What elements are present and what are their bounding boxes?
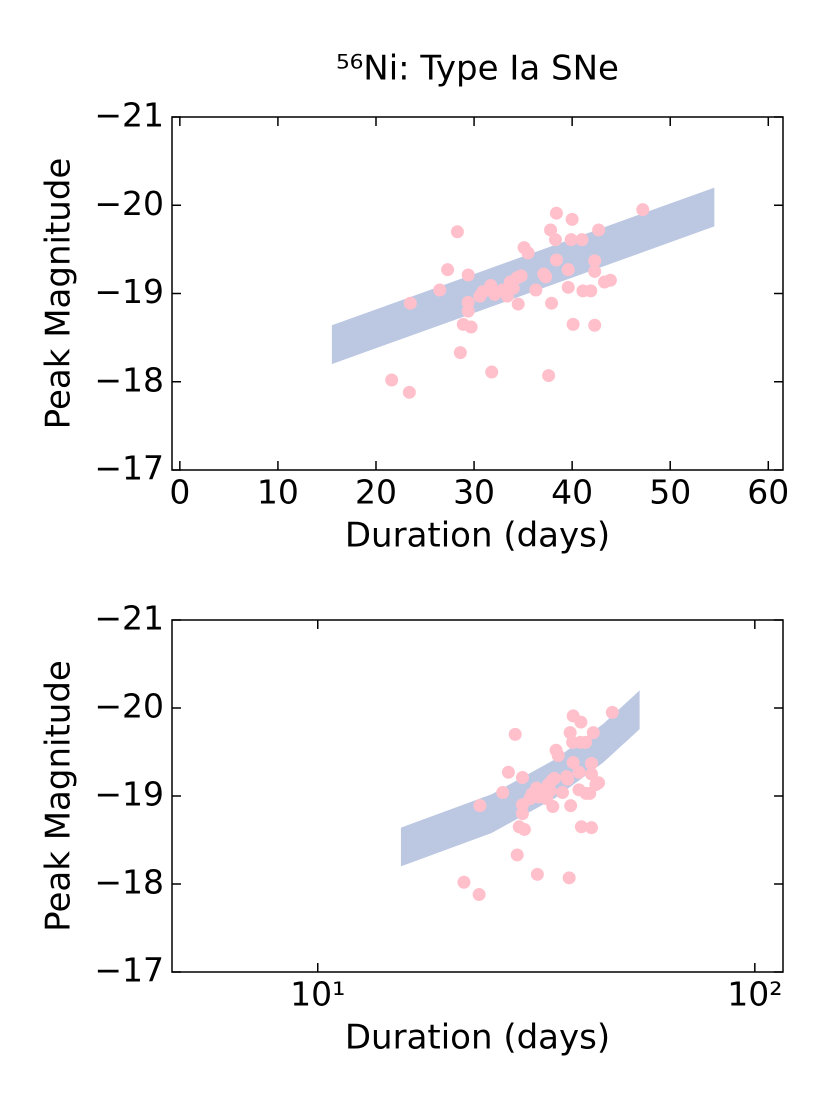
point: [542, 369, 556, 383]
point: [546, 800, 560, 814]
point: [464, 320, 478, 334]
y-tick-label: −19: [94, 775, 164, 814]
point: [603, 273, 617, 287]
point: [584, 284, 598, 298]
x-tick-label: 60: [747, 473, 789, 512]
point: [508, 727, 522, 741]
point: [585, 767, 599, 781]
point: [575, 233, 589, 247]
point: [585, 756, 599, 770]
point: [473, 799, 487, 813]
x-axis-label: Duration (days): [345, 1018, 610, 1058]
point: [592, 223, 606, 237]
x-tick-label: 0: [169, 473, 190, 512]
point: [510, 848, 524, 862]
y-tick-label: −19: [94, 272, 164, 311]
point: [549, 253, 563, 267]
y-axis-label: Peak Magnitude: [39, 158, 79, 430]
point: [548, 233, 562, 247]
x-tick-label: 20: [355, 473, 397, 512]
point: [515, 807, 529, 821]
point: [485, 365, 499, 379]
point: [588, 318, 602, 332]
point: [514, 269, 528, 283]
point: [562, 871, 576, 885]
y-axis-label: Peak Magnitude: [39, 660, 79, 932]
point: [555, 785, 569, 799]
point: [564, 799, 578, 813]
x-tick-label: 10: [257, 473, 299, 512]
y-tick-label: −18: [94, 863, 164, 902]
point: [565, 212, 579, 226]
y-tick-label: −17: [94, 449, 164, 488]
point: [403, 296, 417, 310]
point: [402, 385, 416, 399]
point: [530, 867, 544, 881]
point: [517, 822, 531, 836]
x-tick-label: 40: [551, 473, 593, 512]
point: [521, 246, 535, 260]
x-tick-label: 10¹: [290, 975, 345, 1014]
point: [515, 771, 529, 785]
point: [566, 756, 580, 770]
y-tick-label: −21: [94, 599, 164, 638]
point: [472, 888, 486, 902]
point: [549, 206, 563, 220]
x-tick-label: 10²: [727, 975, 782, 1014]
point: [457, 875, 471, 889]
x-tick-label: 50: [649, 473, 691, 512]
band: [400, 690, 640, 867]
point: [543, 784, 557, 798]
point: [450, 225, 464, 239]
point: [511, 297, 525, 311]
point: [579, 735, 593, 749]
point: [501, 765, 515, 779]
point: [453, 346, 467, 360]
point: [586, 726, 600, 740]
point: [551, 749, 565, 763]
point: [588, 254, 602, 268]
axes-frame: [171, 619, 784, 973]
point: [605, 705, 619, 719]
point: [566, 317, 580, 331]
point: [441, 263, 455, 277]
chart-title: ⁵⁶Ni: Type Ia SNe: [336, 49, 619, 89]
point: [496, 785, 510, 799]
point: [572, 765, 586, 779]
y-tick-label: −21: [94, 96, 164, 135]
point: [385, 373, 399, 387]
y-tick-label: −18: [94, 360, 164, 399]
point: [539, 270, 553, 284]
point: [461, 268, 475, 282]
point: [574, 715, 588, 729]
point: [585, 821, 599, 835]
point: [506, 281, 520, 295]
point: [574, 820, 588, 834]
point: [561, 263, 575, 277]
point: [561, 280, 575, 294]
point: [588, 264, 602, 278]
y-tick-label: −17: [94, 951, 164, 990]
point: [561, 772, 575, 786]
point: [433, 283, 447, 297]
point: [544, 223, 558, 237]
point: [529, 283, 543, 297]
x-tick-label: 30: [453, 473, 495, 512]
point: [547, 771, 561, 785]
x-axis-label: Duration (days): [345, 516, 610, 556]
point: [461, 304, 475, 318]
point: [636, 203, 650, 217]
point: [592, 776, 606, 790]
y-tick-label: −20: [94, 184, 164, 223]
y-tick-label: −20: [94, 687, 164, 726]
point: [564, 233, 578, 247]
point: [545, 296, 559, 310]
